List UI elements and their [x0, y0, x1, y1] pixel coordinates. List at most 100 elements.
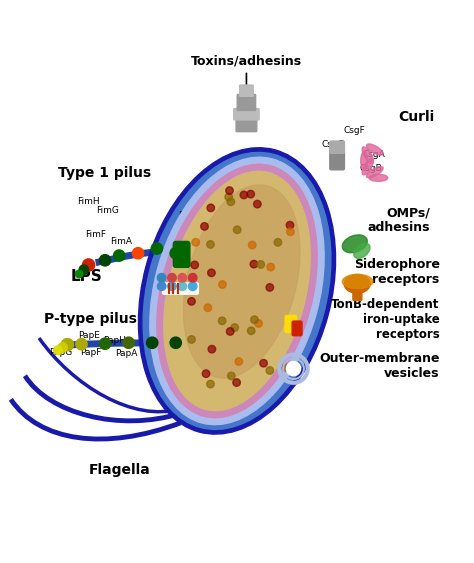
Circle shape: [132, 248, 144, 259]
Circle shape: [76, 338, 87, 350]
Circle shape: [247, 327, 255, 334]
Ellipse shape: [342, 235, 367, 253]
Circle shape: [157, 274, 166, 282]
FancyBboxPatch shape: [330, 150, 345, 170]
Circle shape: [151, 243, 163, 254]
Circle shape: [219, 281, 226, 288]
Ellipse shape: [344, 274, 370, 293]
Circle shape: [233, 379, 240, 386]
FancyBboxPatch shape: [353, 282, 362, 300]
Circle shape: [266, 284, 273, 291]
Circle shape: [82, 259, 95, 271]
Circle shape: [202, 370, 210, 377]
FancyBboxPatch shape: [173, 242, 190, 267]
Ellipse shape: [362, 158, 374, 175]
Circle shape: [226, 187, 233, 194]
Circle shape: [286, 361, 301, 376]
Ellipse shape: [342, 274, 373, 289]
Text: FimH: FimH: [77, 197, 100, 206]
Text: TonB-dependent
iron-uptake
receptors: TonB-dependent iron-uptake receptors: [331, 298, 439, 341]
Circle shape: [146, 337, 158, 348]
Circle shape: [170, 248, 182, 259]
Circle shape: [254, 200, 261, 208]
Circle shape: [188, 298, 195, 305]
FancyBboxPatch shape: [330, 141, 345, 153]
Ellipse shape: [157, 164, 317, 418]
Text: Outer-membrane
vesicles: Outer-membrane vesicles: [319, 352, 439, 381]
FancyBboxPatch shape: [292, 321, 302, 336]
Text: Siderophore
receptors: Siderophore receptors: [354, 258, 439, 286]
Ellipse shape: [138, 148, 336, 434]
Circle shape: [170, 337, 182, 348]
Circle shape: [260, 359, 267, 367]
Circle shape: [79, 265, 89, 274]
Circle shape: [58, 343, 67, 352]
Circle shape: [100, 254, 111, 266]
FancyBboxPatch shape: [163, 283, 198, 294]
Ellipse shape: [366, 144, 383, 155]
Text: P-type pilus: P-type pilus: [45, 312, 137, 326]
Circle shape: [231, 324, 238, 331]
Circle shape: [257, 261, 264, 268]
FancyBboxPatch shape: [237, 95, 255, 110]
Circle shape: [208, 346, 216, 353]
FancyBboxPatch shape: [239, 85, 253, 96]
Circle shape: [287, 228, 294, 235]
Circle shape: [157, 282, 166, 291]
Circle shape: [178, 282, 187, 291]
Text: FimG: FimG: [96, 206, 119, 215]
Circle shape: [192, 239, 200, 246]
Ellipse shape: [143, 153, 331, 430]
Circle shape: [207, 204, 215, 212]
Text: LPS: LPS: [70, 269, 102, 284]
Ellipse shape: [183, 185, 300, 378]
Text: PapE: PapE: [78, 331, 100, 340]
Circle shape: [267, 263, 274, 271]
Circle shape: [61, 338, 73, 351]
FancyBboxPatch shape: [234, 109, 259, 120]
Circle shape: [228, 372, 235, 379]
Ellipse shape: [150, 157, 324, 425]
Circle shape: [248, 242, 256, 249]
Circle shape: [247, 190, 255, 198]
Circle shape: [255, 320, 262, 327]
Text: FimF: FimF: [85, 230, 106, 239]
Circle shape: [178, 274, 187, 282]
Text: PapG: PapG: [49, 348, 72, 357]
Circle shape: [266, 367, 273, 374]
Circle shape: [54, 346, 62, 355]
Ellipse shape: [366, 167, 383, 178]
FancyBboxPatch shape: [285, 315, 296, 332]
Text: PapH: PapH: [103, 336, 126, 345]
Text: FimD: FimD: [179, 211, 201, 220]
Text: CsgG: CsgG: [322, 140, 346, 149]
Circle shape: [208, 269, 215, 276]
Circle shape: [114, 250, 125, 261]
Text: PapF: PapF: [80, 348, 101, 357]
Circle shape: [207, 380, 214, 388]
Circle shape: [240, 191, 247, 199]
Circle shape: [168, 274, 176, 282]
Circle shape: [233, 226, 241, 234]
Circle shape: [189, 274, 197, 282]
Circle shape: [204, 304, 211, 311]
Circle shape: [282, 364, 289, 372]
Text: PapA: PapA: [115, 348, 137, 358]
Circle shape: [286, 221, 294, 229]
Circle shape: [227, 198, 235, 205]
Circle shape: [201, 222, 208, 230]
Ellipse shape: [369, 175, 388, 181]
Circle shape: [250, 260, 258, 268]
Circle shape: [188, 336, 195, 343]
Text: Type 1 pilus: Type 1 pilus: [58, 166, 152, 180]
Circle shape: [207, 240, 214, 248]
Circle shape: [189, 282, 197, 291]
Text: CsgA: CsgA: [362, 150, 385, 159]
Ellipse shape: [164, 171, 310, 410]
Circle shape: [168, 282, 176, 291]
Circle shape: [227, 328, 234, 335]
Text: Toxins/adhesins: Toxins/adhesins: [191, 55, 302, 128]
Text: Flagella: Flagella: [88, 463, 150, 477]
Circle shape: [75, 270, 83, 278]
Text: OMPs/
adhesins: OMPs/ adhesins: [368, 206, 430, 234]
